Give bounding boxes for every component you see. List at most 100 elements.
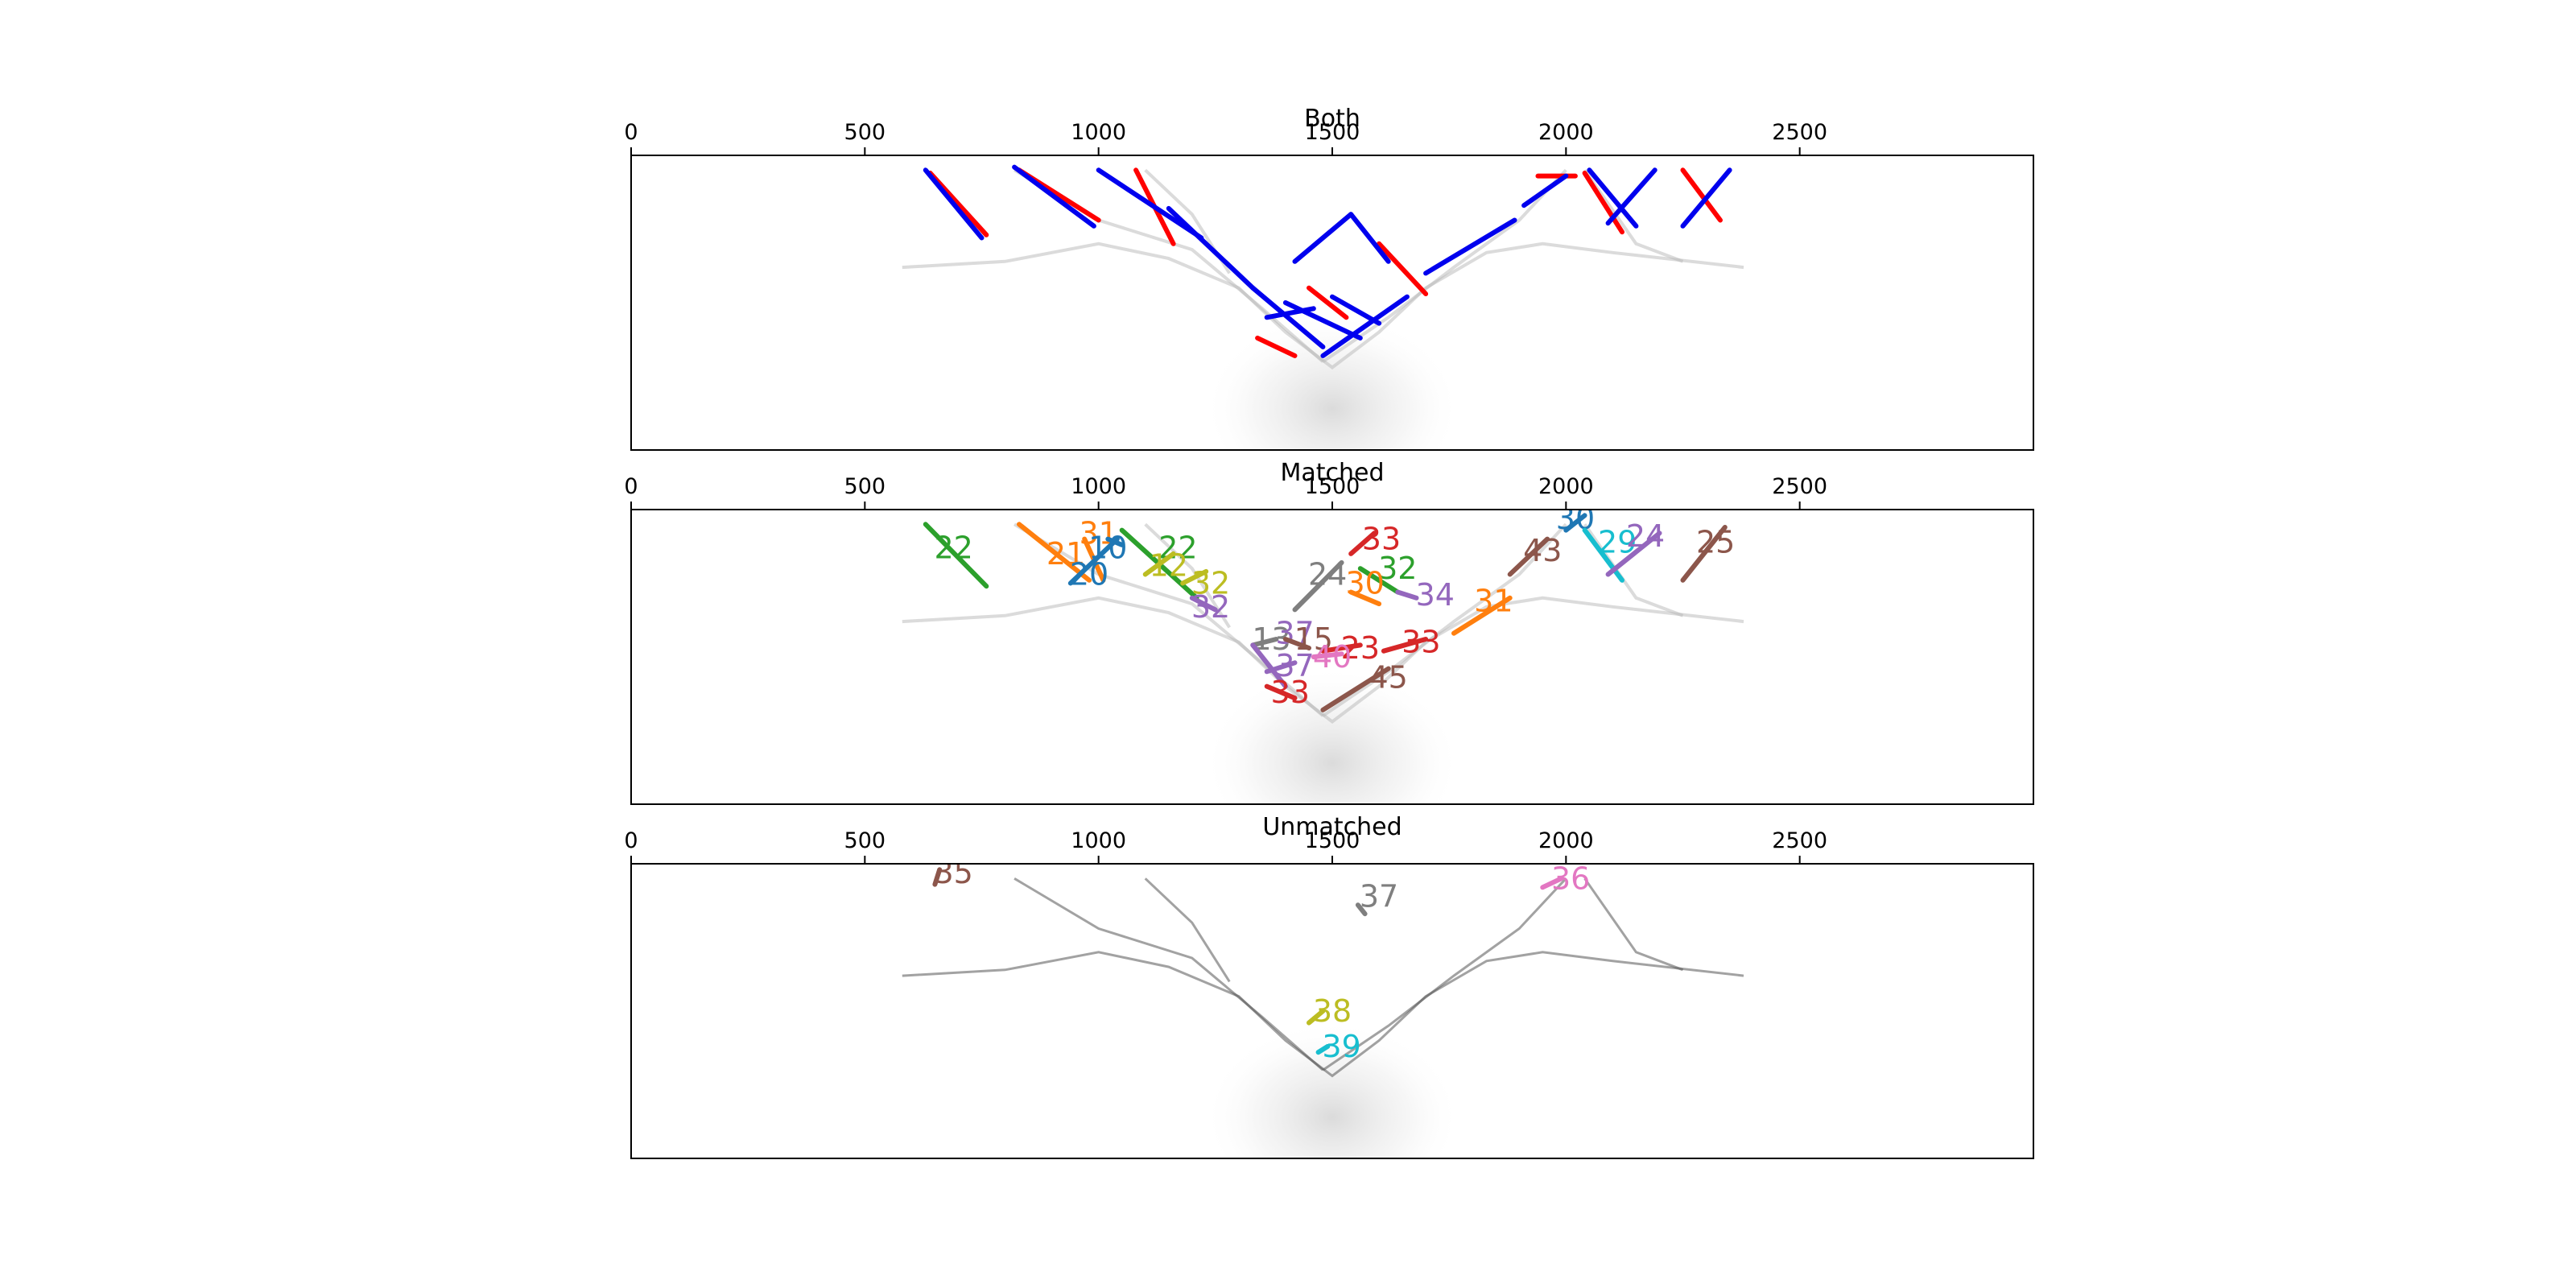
panel-both: 0 500 1000 1500 2000 2500 Both [624, 105, 2034, 451]
pick-segment-blue [1166, 205, 1256, 291]
background-trace [1322, 168, 1567, 363]
x-tick-label: 1000 [1071, 828, 1126, 853]
series-line-29 [1582, 527, 1624, 583]
pick-segment-blue [1250, 285, 1326, 349]
series-line-45 [1320, 666, 1391, 712]
pick-segment-red [1377, 241, 1429, 296]
series-line-34 [1395, 589, 1419, 601]
series-label-38: 38 [1313, 993, 1352, 1029]
series-label-30: 30 [1345, 566, 1384, 601]
series-line-24 [1292, 559, 1344, 613]
series-label-34: 34 [1416, 577, 1455, 613]
series-line-25 [1680, 525, 1728, 583]
background-trace [902, 951, 1744, 1078]
series-line-13 [1250, 637, 1279, 648]
series-label-45: 45 [1369, 660, 1408, 696]
panel-unmatched-background [902, 877, 1744, 1158]
pick-segment-red [1582, 171, 1624, 235]
series-line-37 [1250, 642, 1288, 689]
panel-both-title: Both [1304, 105, 1360, 133]
pick-segment-red [1307, 285, 1349, 320]
series-label-36: 36 [1551, 861, 1590, 896]
series-line-36 [1540, 876, 1564, 890]
x-tick-label: 0 [624, 828, 638, 853]
pick-segment-blue [1605, 167, 1657, 226]
series-label-12: 12 [1150, 548, 1188, 584]
panel-unmatched-title: Unmatched [1262, 813, 1402, 841]
series-line-35 [932, 867, 943, 887]
x-tick-label: 2500 [1772, 120, 1827, 145]
series-label-37: 37 [1275, 648, 1314, 683]
series-line-33 [1264, 683, 1298, 701]
series-line-37 [1264, 660, 1298, 675]
series-label-24: 24 [1308, 557, 1347, 592]
pick-segment-blue [1012, 164, 1096, 229]
series-label-20: 20 [1070, 557, 1108, 592]
pick-segment-blue [1320, 294, 1410, 358]
x-tick-label: 500 [844, 120, 886, 145]
series-line-32 [1357, 566, 1401, 595]
background-trace [1144, 522, 1231, 629]
x-tick-label: 0 [624, 474, 638, 499]
series-label-31: 31 [1474, 583, 1513, 618]
pick-segment-red [1680, 167, 1723, 223]
pick-segment-red [1255, 335, 1298, 358]
pick-segment-blue [1680, 167, 1732, 229]
pick-segment-blue [1348, 212, 1391, 264]
x-tick-label: 1000 [1071, 120, 1126, 145]
series-line-40 [1311, 651, 1344, 659]
x-tick-label: 1000 [1071, 474, 1126, 499]
x-tick-label: 1500 [1305, 474, 1360, 499]
background-trace [1322, 877, 1567, 1071]
series-label-43: 43 [1523, 533, 1562, 568]
series-label-33: 33 [1271, 675, 1310, 710]
series-label-40: 40 [1313, 639, 1352, 675]
x-tick-label: 1500 [1305, 120, 1360, 145]
series-label-37: 37 [1360, 878, 1398, 914]
pick-segment-blue [1521, 173, 1569, 208]
panel-matched-title: Matched [1280, 459, 1384, 487]
series-line-33 [1381, 637, 1429, 654]
series-label-33: 33 [1402, 625, 1440, 660]
series-line-30 [1563, 513, 1587, 533]
x-tick-label: 2500 [1772, 474, 1827, 499]
series-label-32: 32 [1378, 551, 1417, 586]
background-trace [1583, 877, 1684, 972]
background-trace [1144, 877, 1231, 983]
series-label-32: 32 [1191, 566, 1230, 601]
series-label-33: 33 [1362, 522, 1401, 557]
series-line-24 [1605, 530, 1662, 577]
series-line-30 [1348, 589, 1382, 607]
pick-segment-blue [923, 167, 985, 241]
series-line-37 [1355, 902, 1368, 917]
series-label-23: 23 [1341, 630, 1380, 666]
series-line-20 [1067, 536, 1120, 586]
x-tick-label: 2000 [1538, 474, 1594, 499]
series-line-39 [1315, 1043, 1331, 1055]
background-trace [1322, 522, 1567, 717]
panel-both-background [902, 168, 1744, 450]
series-line-22 [923, 522, 989, 589]
background-blob [1203, 312, 1461, 450]
series-label-25: 25 [1696, 524, 1735, 559]
panel-matched-x-axis: 0 500 1000 1500 2000 2500 [624, 474, 1827, 510]
x-tick-label: 2000 [1538, 120, 1594, 145]
series-line-23 [1320, 642, 1363, 654]
series-line-10 [1105, 536, 1125, 547]
background-trace [902, 596, 1744, 724]
series-line-38 [1307, 1009, 1326, 1026]
x-tick-label: 2500 [1772, 828, 1827, 853]
series-line-32 [1189, 595, 1218, 613]
panel-both-x-axis: 0 500 1000 1500 2000 2500 [624, 120, 1827, 155]
background-trace [1583, 169, 1684, 263]
background-blob [1203, 666, 1461, 804]
series-line-32 [1180, 568, 1209, 586]
background-trace [1583, 523, 1684, 617]
pick-segment-blue [1282, 300, 1363, 341]
x-tick-label: 1500 [1305, 828, 1360, 853]
